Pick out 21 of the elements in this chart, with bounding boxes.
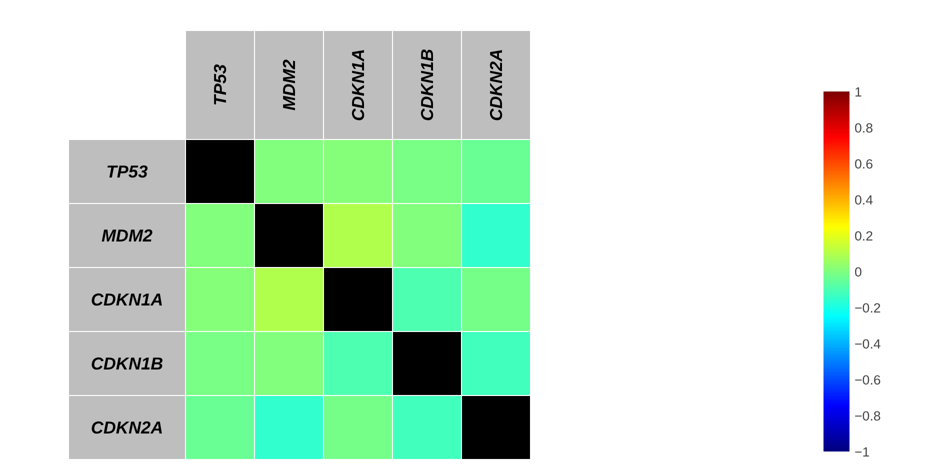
color-bar-label: −0.2	[854, 300, 881, 316]
color-bar-label: 0.8	[854, 120, 874, 136]
y-tick-label: CDKN1B	[90, 354, 164, 374]
color-bar-label: −0.6	[854, 372, 881, 388]
color-bar-label: 0	[854, 264, 862, 280]
color-bar-label: 0.4	[854, 192, 874, 208]
x-tick-label: CDKN2A	[486, 48, 506, 122]
x-tick-label: CDKN1A	[348, 48, 368, 122]
y-tick-label: CDKN1A	[90, 290, 164, 310]
y-tick-label: MDM2	[101, 226, 153, 246]
x-tick-label: MDM2	[279, 59, 299, 111]
color-bar-label: −1	[854, 444, 870, 460]
x-tick-label: CDKN1B	[417, 48, 437, 122]
color-bar-label: 0.6	[854, 156, 874, 172]
color-bar-label: −0.4	[854, 336, 882, 352]
x-tick-label: TP53	[210, 64, 230, 106]
y-tick-label: CDKN2A	[90, 418, 164, 438]
y-tick-label: TP53	[106, 162, 148, 182]
color-bar-label: 0.2	[854, 228, 874, 244]
color-bar-label: 1	[854, 84, 862, 100]
color-bar-label: −0.8	[854, 408, 881, 424]
